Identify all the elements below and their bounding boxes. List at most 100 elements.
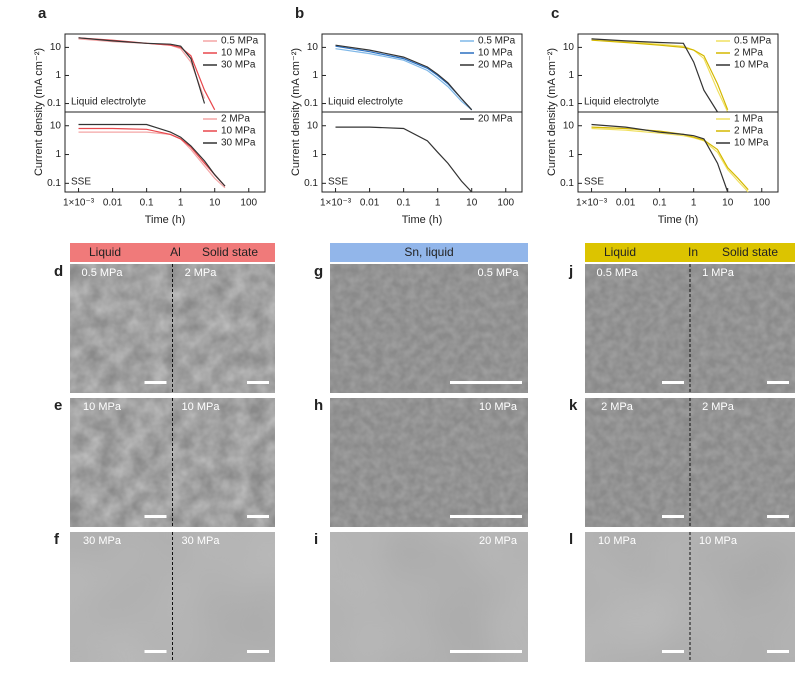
sem-image: [585, 264, 795, 393]
legend-label: 1 MPa: [734, 114, 763, 125]
panel-letter: d: [54, 263, 63, 280]
pressure-label: 10 MPa: [83, 401, 122, 413]
series-line: [335, 126, 473, 193]
header-label: Al: [170, 245, 181, 259]
pressure-label: 1 MPa: [702, 267, 735, 279]
y-tick-label: 0.1: [304, 178, 318, 189]
x-tick-label: 0.1: [397, 198, 411, 209]
y-tick-label: 0.1: [304, 98, 318, 109]
legend-label: 2 MPa: [734, 126, 763, 137]
series-line: [591, 39, 729, 111]
y-tick-label: 1: [568, 149, 574, 160]
pressure-label: 10 MPa: [182, 401, 221, 413]
y-tick-label: 0.1: [560, 98, 574, 109]
pressure-label: 2 MPa: [185, 267, 218, 279]
x-tick-label: 1: [435, 198, 441, 209]
series-line: [335, 44, 473, 111]
series-line: [78, 123, 226, 187]
x-tick-label: 0.01: [103, 198, 123, 209]
legend-label: 2 MPa: [734, 48, 763, 59]
y-tick-label: 1: [312, 70, 318, 81]
x-tick-label: 0.01: [360, 198, 380, 209]
sem-image: [70, 398, 275, 527]
y-tick-label: 0.1: [47, 178, 61, 189]
scale-bar: [662, 381, 684, 384]
scale-bar: [767, 515, 789, 518]
header-label: Liquid: [89, 245, 121, 259]
y-tick-label: 10: [307, 120, 319, 131]
x-tick-label: 100: [497, 198, 514, 209]
scale-bar: [662, 650, 684, 653]
scale-bar: [144, 381, 167, 384]
x-axis-label: Time (h): [658, 214, 699, 226]
scale-bar: [247, 381, 269, 384]
x-tick-label: 100: [753, 198, 770, 209]
y-tick-label: 0.1: [47, 98, 61, 109]
scale-bar: [247, 650, 269, 653]
y-tick-label: 1: [55, 70, 61, 81]
y-tick-label: 1: [312, 149, 318, 160]
plot-frame: [64, 111, 266, 193]
column-header: [330, 243, 528, 262]
series-line: [78, 37, 206, 104]
panel-letter: k: [569, 397, 578, 414]
sem-image: [330, 264, 528, 393]
y-axis-label: Current density (mA cm⁻²): [546, 48, 558, 176]
x-tick-label: 1×10⁻³: [63, 198, 95, 209]
y-tick-label: 10: [563, 42, 575, 53]
y-tick-label: 10: [50, 42, 62, 53]
header-label: Solid state: [722, 245, 778, 259]
y-tick-label: 0.1: [560, 178, 574, 189]
legend-label: 20 MPa: [478, 60, 513, 71]
panel-letter: f: [54, 531, 60, 548]
legend-label: 10 MPa: [734, 138, 769, 149]
scale-bar: [767, 650, 789, 653]
series-line: [591, 127, 749, 193]
panel-letter: l: [569, 531, 573, 548]
sem-image: [330, 398, 528, 527]
x-tick-label: 10: [466, 198, 478, 209]
legend-label: 30 MPa: [221, 60, 256, 71]
plot-frame: [577, 111, 779, 193]
pressure-label: 30 MPa: [182, 535, 221, 547]
annotation: SSE: [328, 177, 348, 188]
legend-label: 0.5 MPa: [478, 36, 516, 47]
x-axis-label: Time (h): [402, 214, 443, 226]
annotation: SSE: [584, 177, 604, 188]
panel-letter: c: [551, 5, 559, 22]
series-line: [78, 127, 226, 187]
header-label: Sn, liquid: [404, 245, 453, 259]
x-tick-label: 0.01: [616, 198, 636, 209]
panel-letter: i: [314, 531, 318, 548]
series-line: [78, 38, 206, 99]
pressure-label: 0.5 MPa: [597, 267, 639, 279]
legend-label: 10 MPa: [221, 126, 256, 137]
sem-image: [585, 398, 795, 527]
legend-label: 20 MPa: [478, 114, 513, 125]
sem-images: Liquid Al Solid state d 0.5 MPa 2 MPa e 10 MPa 1…: [54, 243, 795, 662]
annotation: Liquid electrolyte: [328, 97, 403, 108]
pressure-label: 10 MPa: [699, 535, 738, 547]
plot-frame: [321, 111, 523, 193]
y-tick-label: 1: [55, 149, 61, 160]
scale-bar: [450, 515, 522, 518]
pressure-label: 10 MPa: [479, 401, 518, 413]
panel-letter: a: [38, 5, 47, 22]
panel-letter: b: [295, 5, 304, 22]
scale-bar: [144, 515, 167, 518]
legend-label: 10 MPa: [221, 48, 256, 59]
column-header: [70, 243, 275, 262]
y-tick-label: 10: [563, 120, 575, 131]
legend-label: 10 MPa: [478, 48, 513, 59]
x-tick-label: 100: [240, 198, 257, 209]
panel-letter: j: [568, 263, 573, 280]
y-axis-label: Current density (mA cm⁻²): [290, 48, 302, 176]
pressure-label: 0.5 MPa: [478, 267, 520, 279]
x-axis-label: Time (h): [145, 214, 186, 226]
scale-bar: [662, 515, 684, 518]
scale-bar: [767, 381, 789, 384]
legend-label: 0.5 MPa: [734, 36, 772, 47]
x-tick-label: 0.1: [653, 198, 667, 209]
x-tick-label: 1×10⁻³: [576, 198, 608, 209]
